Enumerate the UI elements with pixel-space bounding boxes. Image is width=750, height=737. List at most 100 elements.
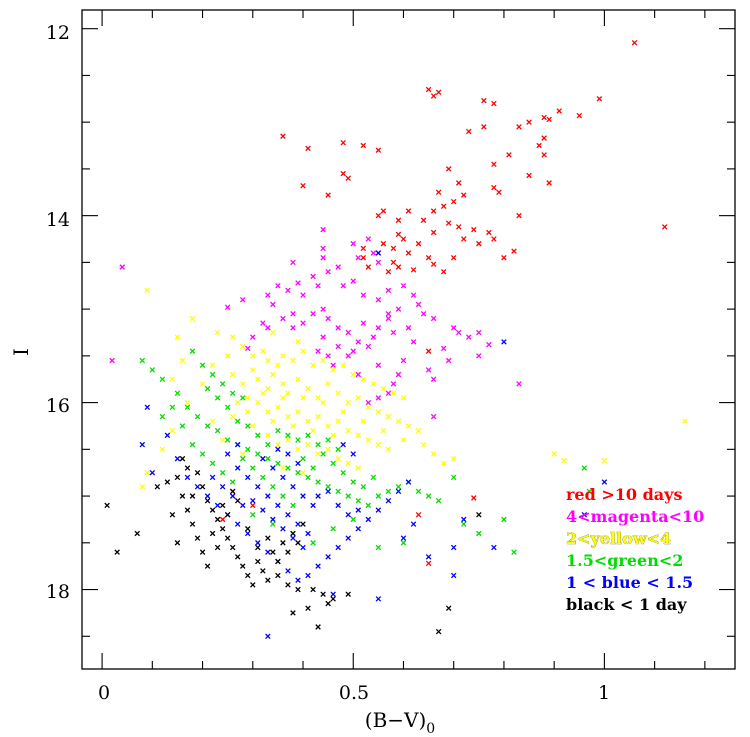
- point-series-4: [295, 521, 301, 527]
- point-series-1: [360, 320, 367, 326]
- point-series-5: [214, 544, 221, 551]
- point-series-5: [184, 465, 191, 471]
- point-series-5: [199, 549, 206, 555]
- point-series-4: [375, 507, 382, 513]
- point-series-2: [280, 395, 286, 401]
- point-series-3: [335, 446, 341, 453]
- point-series-3: [270, 521, 276, 527]
- point-series-5: [270, 549, 276, 555]
- point-series-4: [229, 493, 236, 499]
- point-series-4: [265, 633, 271, 640]
- point-series-3: [224, 437, 231, 443]
- point-series-3: [275, 427, 281, 434]
- point-series-1: [320, 226, 326, 233]
- point-series-4: [501, 339, 507, 345]
- point-series-3: [586, 488, 593, 495]
- legend-entry-blue: 1 < blue < 1.5: [566, 573, 693, 592]
- point-series-4: [385, 497, 392, 504]
- legend-entry-magenta: 4<magenta<10: [566, 507, 704, 526]
- point-series-3: [245, 446, 251, 453]
- point-series-4: [365, 516, 372, 523]
- point-series-2: [305, 441, 311, 448]
- point-series-2: [265, 409, 271, 415]
- point-series-2: [380, 427, 387, 434]
- point-series-1: [315, 348, 321, 354]
- point-series-4: [300, 493, 306, 499]
- point-series-4: [164, 432, 171, 439]
- point-series-1: [365, 343, 372, 350]
- point-series-2: [400, 437, 407, 443]
- point-series-3: [355, 497, 362, 504]
- point-series-3: [265, 455, 271, 462]
- point-series-2: [300, 469, 306, 476]
- point-series-1: [355, 339, 362, 345]
- point-series-1: [310, 311, 316, 317]
- point-series-1: [360, 292, 367, 298]
- point-series-5: [224, 535, 231, 541]
- point-series-4: [325, 554, 331, 560]
- point-series-5: [229, 544, 236, 551]
- point-series-2: [375, 409, 382, 415]
- point-series-1: [119, 264, 125, 270]
- point-series-1: [290, 325, 296, 331]
- point-series-3: [209, 460, 216, 467]
- point-series-3: [189, 441, 196, 448]
- point-series-1: [345, 329, 351, 336]
- point-series-3: [199, 451, 206, 457]
- point-series-3: [305, 432, 311, 439]
- point-series-2: [280, 353, 286, 359]
- y-tick-label: 14: [46, 209, 70, 231]
- point-series-0: [526, 119, 532, 125]
- point-series-1: [245, 345, 251, 352]
- point-series-3: [370, 474, 377, 481]
- point-series-2: [335, 455, 341, 462]
- point-series-5: [265, 577, 271, 583]
- point-series-4: [275, 446, 281, 453]
- point-series-3: [285, 465, 291, 471]
- point-series-3: [265, 441, 271, 448]
- point-series-2: [139, 483, 146, 490]
- point-series-2: [380, 385, 387, 392]
- point-series-3: [581, 465, 588, 471]
- point-series-0: [576, 112, 583, 119]
- point-series-5: [300, 521, 306, 527]
- point-series-0: [526, 172, 532, 179]
- point-series-3: [149, 367, 156, 373]
- point-series-0: [385, 268, 392, 275]
- point-series-3: [435, 497, 442, 504]
- point-series-3: [174, 390, 181, 397]
- point-series-0: [541, 114, 547, 121]
- point-series-3: [330, 460, 336, 467]
- point-series-2: [325, 423, 331, 429]
- point-series-2: [184, 399, 191, 406]
- point-series-0: [430, 93, 437, 99]
- legend-entry-yellow: 2<yellow<4: [566, 529, 671, 548]
- point-series-4: [330, 591, 336, 597]
- point-series-0: [450, 254, 457, 261]
- point-series-0: [360, 245, 367, 252]
- point-series-4: [255, 483, 261, 490]
- point-series-3: [280, 493, 286, 499]
- point-series-2: [315, 413, 321, 420]
- point-series-5: [310, 586, 316, 593]
- point-series-4: [219, 483, 226, 490]
- point-series-2: [270, 418, 276, 425]
- point-series-0: [420, 217, 427, 224]
- y-tick-label: 16: [46, 395, 70, 417]
- point-series-4: [149, 469, 156, 476]
- point-series-5: [285, 582, 291, 588]
- point-series-1: [295, 280, 301, 286]
- point-series-2: [265, 432, 271, 439]
- point-series-5: [245, 526, 251, 532]
- point-series-2: [209, 418, 216, 425]
- point-series-4: [275, 502, 281, 509]
- point-series-3: [290, 502, 296, 509]
- point-series-4: [245, 530, 251, 537]
- point-series-0: [435, 189, 442, 196]
- point-series-3: [260, 474, 266, 481]
- point-series-2: [561, 457, 567, 464]
- point-series-5: [435, 628, 442, 635]
- point-series-2: [239, 343, 246, 350]
- point-series-4: [581, 512, 588, 518]
- point-series-0: [460, 236, 467, 242]
